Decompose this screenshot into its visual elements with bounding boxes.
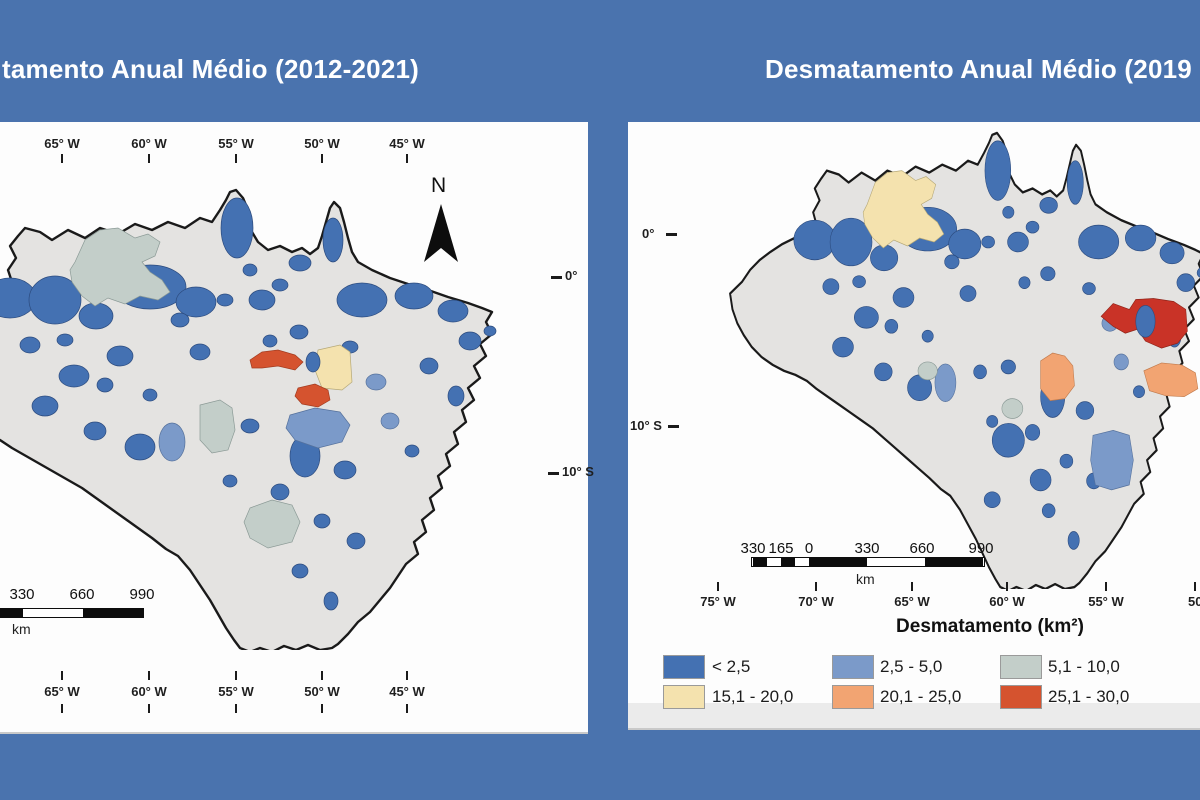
north-arrow-icon (424, 204, 458, 262)
lon-label: 65° W (44, 136, 80, 151)
lon-tick (1006, 582, 1008, 591)
scalebar-number: 330 (9, 586, 35, 603)
lon-tick (1194, 582, 1196, 591)
lon-tick (148, 671, 150, 680)
legend-band (628, 703, 1200, 728)
right-map (728, 131, 1200, 589)
lon-tick (321, 671, 323, 680)
lon-tick (406, 154, 408, 163)
scalebar-number: 990 (129, 586, 155, 603)
lon-label: 50° W (304, 684, 340, 699)
lat-label: 0° (642, 226, 655, 241)
lon-label: 60° W (989, 594, 1025, 609)
left-map-special-regions (69, 227, 353, 549)
lon-label: 60° W (131, 684, 167, 699)
lon-label: 55° W (218, 684, 254, 699)
right-map-title: Desmatamento Anual Médio (2019 (765, 54, 1192, 84)
legend-label: 15,1 - 20,0 (712, 687, 794, 706)
lat-tick (668, 425, 679, 428)
scalebar-unit: km (12, 621, 31, 637)
left-map (0, 188, 498, 650)
lat-tick (666, 233, 677, 236)
legend-label: < 2,5 (712, 657, 751, 676)
lon-tick (321, 154, 323, 163)
lon-tick (1105, 582, 1107, 591)
right-map-special-regions (862, 170, 1199, 509)
lon-tick (911, 582, 913, 591)
scalebar-number: 660 (69, 586, 95, 603)
legend-label: 5,1 - 10,0 (1048, 657, 1120, 676)
lat-label: 0° (565, 268, 578, 283)
legend-label: 20,1 - 25,0 (880, 687, 962, 706)
lon-label: 75° W (700, 594, 736, 609)
scalebar (751, 557, 985, 567)
legend-swatch (663, 685, 705, 709)
lon-label: 60° W (131, 136, 167, 151)
lon-tick (61, 671, 63, 680)
lon-tick (717, 582, 719, 591)
legend-title: Desmatamento (km²) (896, 616, 1084, 637)
lon-tick (148, 704, 150, 713)
lon-label: 70° W (798, 594, 834, 609)
scalebar (0, 608, 144, 618)
lon-tick (406, 671, 408, 680)
lon-label: 65° W (44, 684, 80, 699)
lat-label: 10° S (562, 464, 594, 479)
lon-tick (61, 154, 63, 163)
legend-label: 2,5 - 5,0 (880, 657, 943, 676)
legend-swatch (663, 655, 705, 679)
lon-label: 50° W (304, 136, 340, 151)
left-map-title: tamento Anual Médio (2012-2021) (2, 54, 420, 84)
lat-tick (548, 472, 559, 475)
lon-tick (406, 704, 408, 713)
legend-swatch (832, 655, 874, 679)
legend-swatch (1000, 685, 1042, 709)
lat-label: 10° S (630, 418, 662, 433)
scalebar-number: 660 (909, 540, 935, 557)
scalebar-number: 165 (768, 540, 794, 557)
lon-tick (321, 704, 323, 713)
lon-tick (235, 671, 237, 680)
legend-swatch (1000, 655, 1042, 679)
scalebar-number: 0 (804, 540, 814, 557)
lon-label: 45° W (389, 136, 425, 151)
lon-tick (148, 154, 150, 163)
lon-label: 45° W (389, 684, 425, 699)
legend-label: 25,1 - 30,0 (1048, 687, 1130, 706)
scalebar-number: 990 (968, 540, 994, 557)
scalebar-number: 330 (854, 540, 880, 557)
lat-tick (551, 276, 562, 279)
lon-label: 55° W (1088, 594, 1124, 609)
lon-tick (61, 704, 63, 713)
lon-tick (815, 582, 817, 591)
lon-label: 65° W (894, 594, 930, 609)
scalebar-unit: km (856, 571, 875, 587)
lon-label: 55° W (218, 136, 254, 151)
lon-label: 50 (1188, 594, 1200, 609)
lon-tick (235, 704, 237, 713)
north-arrow-label: N (431, 174, 447, 197)
legend-swatch (832, 685, 874, 709)
scalebar-number: 330 (740, 540, 766, 557)
lon-tick (235, 154, 237, 163)
